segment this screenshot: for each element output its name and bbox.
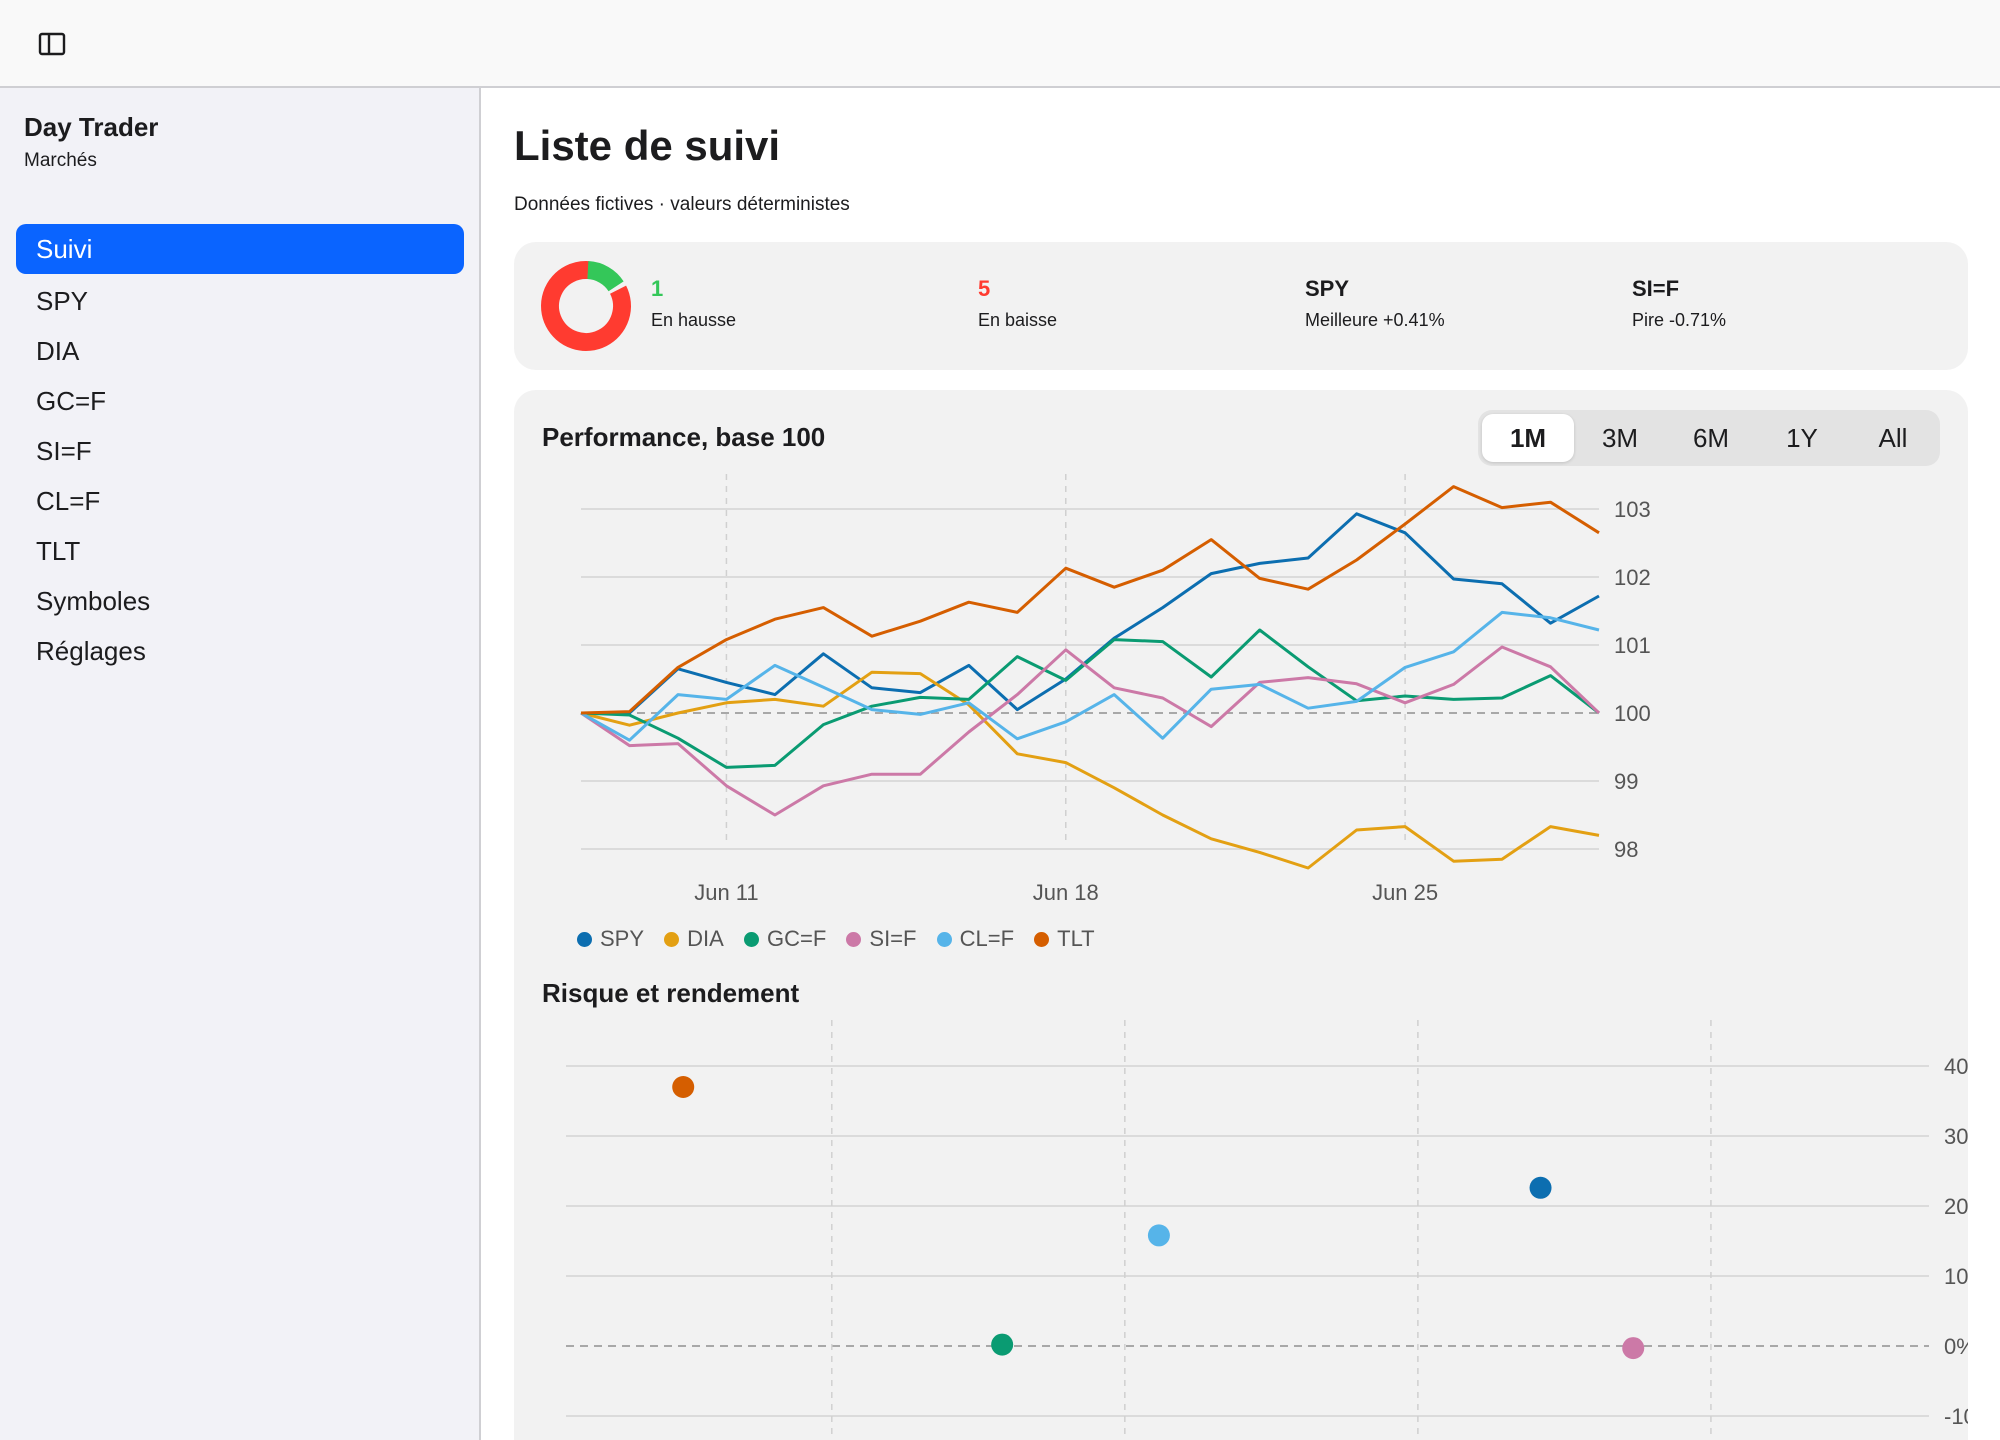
series-line-cl-f: [580, 610, 1600, 742]
sidebar-item-gc-f[interactable]: GC=F: [36, 386, 107, 416]
legend-item-spy: SPY: [577, 926, 644, 952]
x-tick-label: Jun 25: [1372, 880, 1438, 905]
worst-label: Pire -0.71%: [1632, 310, 1727, 330]
y-tick-label: -10%: [1944, 1404, 1968, 1429]
range-6m-button[interactable]: 6M: [1692, 423, 1730, 453]
performance-title: Performance, base 100: [542, 422, 826, 452]
sidebar-item-cl-f[interactable]: CL=F: [36, 486, 101, 516]
legend-dot-gc-f: [743, 932, 759, 947]
stat-worst: SI=F Pire -0.71%: [1632, 276, 1726, 331]
chart-legend: SPY DIA GC=F SI=F CL=F TLT: [577, 926, 1109, 956]
main-content: Liste de suivi Données fictives · valeur…: [481, 88, 2000, 1440]
legend-label-dia: DIA: [687, 926, 724, 951]
legend-dot-spy: [577, 932, 592, 947]
stat-down: 5 En baisse: [978, 276, 1057, 331]
y-tick-label: 101: [1614, 633, 1651, 658]
scatter-point-spy: [1529, 1176, 1552, 1199]
performance-line-chart: 98 99 100 101 102 103 Jun 11 Jun 18 Jun 25: [580, 474, 1651, 905]
y-tick-label: 103: [1614, 497, 1651, 522]
y-tick-label: 0%: [1944, 1334, 1968, 1359]
legend-dot-si-f: [846, 932, 862, 947]
y-tick-label: 98: [1614, 837, 1638, 862]
up-count: 1: [651, 276, 664, 301]
up-down-donut: [541, 261, 631, 351]
y-tick-label: 100: [1614, 701, 1651, 726]
legend-item-gc-f: GC=F: [743, 926, 827, 952]
legend-item-si-f: SI=F: [846, 926, 916, 952]
summary-card: 1 En hausse 5 En baisse SPY Meilleure +0…: [514, 242, 1968, 370]
legend-label-si-f: SI=F: [869, 926, 917, 951]
legend-item-tlt: TLT: [1034, 926, 1095, 952]
legend-item-dia: DIA: [664, 926, 724, 952]
y-tick-label: 30%: [1944, 1124, 1968, 1149]
range-3m-button[interactable]: 3M: [1601, 423, 1639, 453]
scatter-point-tlt: [672, 1076, 695, 1098]
best-symbol: SPY: [1305, 276, 1350, 301]
sidebar-toggle-icon[interactable]: [38, 32, 66, 56]
app-name: Day Trader: [24, 112, 159, 142]
range-all-button[interactable]: All: [1878, 423, 1908, 453]
sidebar-item-suivi[interactable]: Suivi: [16, 224, 464, 274]
y-tick-label: 20%: [1944, 1194, 1968, 1219]
series-line-gc-f: [580, 628, 1600, 769]
app-subtitle: Marchés: [24, 150, 97, 171]
legend-label-cl-f: CL=F: [959, 926, 1015, 951]
sidebar-nav: Suivi SPY DIA GC=F SI=F CL=F TLT Symbole…: [16, 224, 464, 676]
down-count: 5: [978, 276, 991, 301]
y-tick-label: 10%: [1944, 1264, 1968, 1289]
stat-up: 1 En hausse: [651, 276, 736, 331]
legend-dot-tlt: [1034, 932, 1050, 947]
legend-dot-cl-f: [936, 932, 952, 947]
sidebar-item-dia[interactable]: DIA: [36, 336, 80, 366]
range-1m-button[interactable]: 1M: [1482, 414, 1574, 462]
range-selector: 1M 3M 6M 1Y All: [1478, 410, 1940, 466]
x-tick-label: Jun 18: [1033, 880, 1099, 905]
y-tick-label: 40%: [1944, 1054, 1968, 1079]
donut-down-slice: [541, 261, 631, 351]
scatter-point-gc-f: [991, 1333, 1014, 1356]
sidebar-item-si-f[interactable]: SI=F: [36, 436, 92, 466]
legend-item-cl-f: CL=F: [936, 926, 1015, 952]
performance-card: Performance, base 100 1M 3M 6M 1Y All 98…: [514, 390, 1968, 1440]
legend-dot-dia: [664, 932, 680, 947]
risk-return-title: Risque et rendement: [542, 978, 800, 1008]
x-tick-label: Jun 11: [694, 880, 758, 905]
series-line-dia: [580, 670, 1600, 870]
down-label: En baisse: [978, 310, 1058, 330]
risk-return-scatter-chart: 40% 30% 20% 10% 0% -10%: [566, 1020, 1968, 1440]
legend-label-spy: SPY: [600, 926, 645, 951]
top-bar: [0, 0, 2000, 88]
sidebar-item-reglages[interactable]: Réglages: [36, 636, 146, 666]
scatter-point-cl-f: [1147, 1224, 1170, 1247]
worst-symbol: SI=F: [1632, 276, 1680, 301]
series-line-spy: [581, 512, 1600, 715]
range-1y-button[interactable]: 1Y: [1786, 423, 1818, 453]
series-line-tlt: [580, 485, 1600, 715]
series-line-si-f: [580, 645, 1601, 817]
up-label: En hausse: [651, 310, 737, 330]
scatter-point-si-f: [1622, 1337, 1645, 1360]
y-tick-label: 102: [1614, 565, 1651, 590]
legend-label-tlt: TLT: [1057, 926, 1095, 951]
stat-best: SPY Meilleure +0.41%: [1305, 276, 1445, 331]
legend-label-gc-f: GC=F: [766, 926, 827, 951]
y-tick-label: 99: [1614, 769, 1638, 794]
page-subtitle: Données fictives · valeurs déterministes: [514, 194, 850, 215]
sidebar-item-symboles[interactable]: Symboles: [36, 586, 151, 616]
sidebar-item-spy[interactable]: SPY: [36, 286, 89, 316]
sidebar: Day Trader Marchés Suivi SPY DIA GC=F SI…: [0, 88, 481, 1440]
best-label: Meilleure +0.41%: [1305, 310, 1445, 330]
sidebar-item-tlt[interactable]: TLT: [36, 536, 81, 566]
page-title: Liste de suivi: [514, 122, 781, 169]
